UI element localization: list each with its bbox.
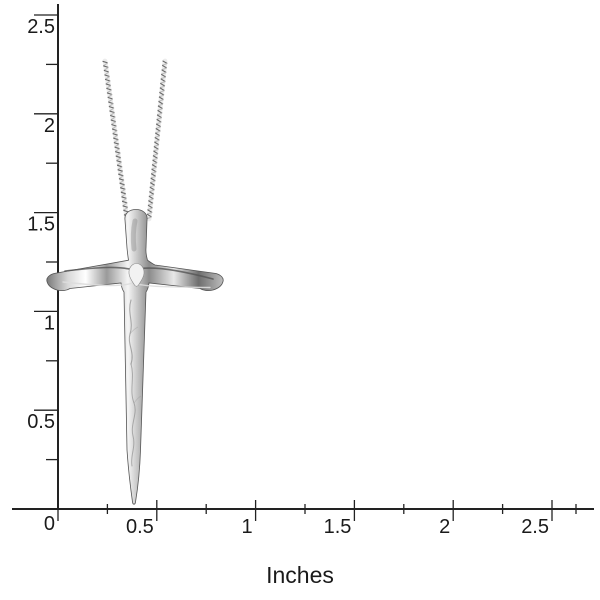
svg-text:2.5: 2.5	[27, 16, 55, 38]
svg-text:1: 1	[241, 516, 252, 538]
svg-text:2.5: 2.5	[521, 516, 549, 538]
svg-text:0.5: 0.5	[27, 411, 55, 433]
svg-text:1: 1	[44, 312, 55, 334]
svg-text:0: 0	[44, 513, 55, 535]
svg-text:1.5: 1.5	[27, 214, 55, 236]
svg-text:Inches: Inches	[266, 562, 334, 588]
svg-text:1.5: 1.5	[324, 516, 352, 538]
svg-text:0.5: 0.5	[126, 516, 154, 538]
svg-text:2: 2	[44, 115, 55, 137]
svg-text:2: 2	[439, 516, 450, 538]
